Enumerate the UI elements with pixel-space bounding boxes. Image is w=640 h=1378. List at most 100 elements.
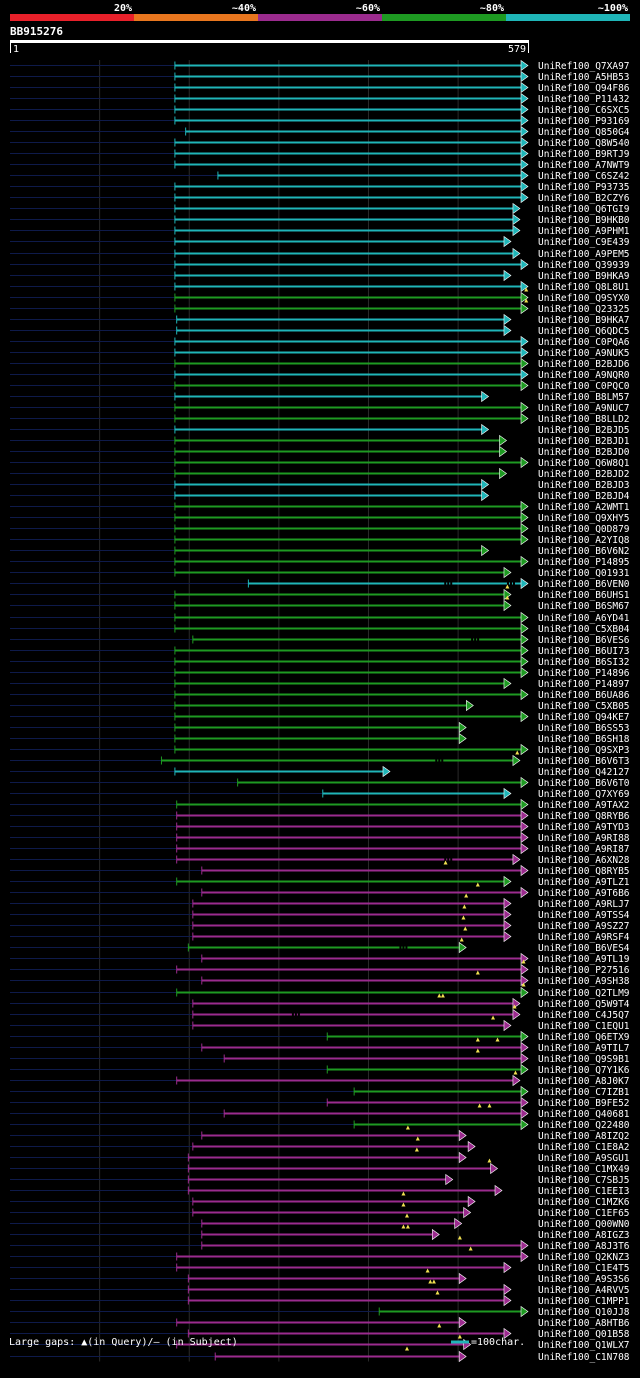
hit-label: UniRef100_Q850G4 xyxy=(538,127,630,138)
hit-label: UniRef100_A9RSF4 xyxy=(538,932,630,943)
alignment-row: UniRef100_A9TIL7 xyxy=(10,1037,630,1054)
hit-arrow xyxy=(520,776,529,789)
query-gap-marker xyxy=(414,1147,419,1152)
hit-arrow xyxy=(520,180,529,193)
legend-label: ~60% xyxy=(356,3,380,14)
alignment-row: UniRef100_C0PQC0 xyxy=(10,379,630,392)
hit-arrow xyxy=(520,577,529,590)
alignment-row: UniRef100_Q9SXP3 xyxy=(10,743,630,756)
hit-label: UniRef100_B6SI32 xyxy=(538,657,630,668)
hit-arrow xyxy=(499,467,508,480)
alignment-row: UniRef100_A9TAX2 xyxy=(10,798,630,811)
alignment-row: UniRef100_Q7Y1K6 xyxy=(10,1063,630,1076)
legend-swatch xyxy=(382,14,506,21)
alignment-row: UniRef100_A9S3S6 xyxy=(10,1268,630,1285)
alignment-row: UniRef100_A9TSS4 xyxy=(10,904,630,921)
hit-label: UniRef100_A6XN28 xyxy=(538,855,630,866)
alignment-row: UniRef100_A9RSF4 xyxy=(10,926,630,943)
hit-arrow xyxy=(512,754,521,767)
hit-label: UniRef100_A9RLJ7 xyxy=(538,899,630,910)
alignment-row: UniRef100_Q0D879 xyxy=(10,522,630,535)
hit-label: UniRef100_Q01931 xyxy=(538,568,630,579)
hit-label: UniRef100_A9NUK5 xyxy=(538,348,630,359)
hit-arrow xyxy=(503,908,512,921)
query-gap-marker xyxy=(405,1125,410,1130)
hit-arrow xyxy=(520,655,529,668)
query-gap-marker xyxy=(415,1136,420,1141)
hit-arrow xyxy=(520,70,529,83)
hit-arrow xyxy=(503,313,512,326)
hit-label: UniRef100_C1MPP1 xyxy=(538,1296,630,1307)
hit-label: UniRef100_P11432 xyxy=(538,94,630,105)
query-gap-marker xyxy=(475,970,480,975)
query-gap-marker xyxy=(401,1224,406,1229)
hit-label: UniRef100_B6SM67 xyxy=(538,601,630,612)
alignment-row: UniRef100_C0PQA6 xyxy=(10,335,630,348)
alignment-row: UniRef100_Q850G4 xyxy=(10,125,630,138)
hit-arrow xyxy=(520,952,529,965)
hit-arrow xyxy=(520,710,529,723)
hit-arrow xyxy=(458,1272,467,1285)
alignment-row: UniRef100_A4RVV5 xyxy=(10,1279,630,1296)
alignment-row: UniRef100_B2CZY6 xyxy=(10,191,630,204)
alignment-row: UniRef100_C1N708 xyxy=(10,1346,630,1363)
alignment-row: UniRef100_B9HKA9 xyxy=(10,269,630,282)
alignment-row: UniRef100_Q42127 xyxy=(10,765,630,778)
query-gap-marker xyxy=(475,1037,480,1042)
hit-label: UniRef100_A2YIQ8 xyxy=(538,535,630,546)
alignment-row: UniRef100_A9RLJ7 xyxy=(10,893,630,910)
hit-label: UniRef100_B6UA86 xyxy=(538,690,630,701)
query-gap-marker xyxy=(468,1246,473,1251)
hit-arrow xyxy=(520,169,529,182)
hit-label: UniRef100_B2BJD4 xyxy=(538,491,630,502)
alignment-row: UniRef100_A9TYD3 xyxy=(10,820,630,833)
hit-arrow xyxy=(520,357,529,370)
query-gap-marker xyxy=(521,959,526,964)
hit-label: UniRef100_A9SGU1 xyxy=(538,1153,630,1164)
hit-arrow xyxy=(503,324,512,337)
alignment-row: UniRef100_A8IZQ2 xyxy=(10,1125,630,1142)
alignment-row: UniRef100_Q7XY69 xyxy=(10,787,630,800)
alignment-row: UniRef100_A9TLZ1 xyxy=(10,875,630,888)
alignment-row: UniRef100_C1MX49 xyxy=(10,1158,630,1175)
hit-arrow xyxy=(520,743,529,756)
hit-label: UniRef100_B6SH18 xyxy=(538,734,630,745)
hit-arrow xyxy=(520,379,529,392)
alignment-row: UniRef100_B6UHS1 xyxy=(10,584,630,601)
legend-swatch xyxy=(258,14,382,21)
hit-label: UniRef100_A6YD41 xyxy=(538,613,630,624)
hit-label: UniRef100_A9RI87 xyxy=(538,844,630,855)
alignment-row: UniRef100_B6SH18 xyxy=(10,732,630,745)
hit-label: UniRef100_B2BJD5 xyxy=(538,425,630,436)
hit-arrow xyxy=(503,897,512,910)
hit-arrow xyxy=(520,136,529,149)
query-gap-marker xyxy=(443,860,448,865)
alignment-row: UniRef100_P14895 xyxy=(10,555,630,568)
hit-label: UniRef100_A8IZQ2 xyxy=(538,1131,630,1142)
query-gap-marker xyxy=(524,298,529,303)
alignment-row: UniRef100_Q8RYB5 xyxy=(10,860,630,877)
hit-label: UniRef100_A8J0K7 xyxy=(538,1076,630,1087)
hit-arrow xyxy=(499,434,508,447)
hit-label: UniRef100_Q8W540 xyxy=(538,138,630,149)
hit-label: UniRef100_Q2KNZ3 xyxy=(538,1252,630,1263)
alignment-row: UniRef100_C1EEI3 xyxy=(10,1184,630,1197)
hit-label: UniRef100_Q6ETX9 xyxy=(538,1032,630,1043)
alignment-row: UniRef100_B6VES4 xyxy=(10,937,630,954)
query-gap-marker xyxy=(491,1015,496,1020)
hit-arrow xyxy=(520,81,529,94)
hit-arrow xyxy=(520,1239,529,1252)
hit-label: UniRef100_C0PQA6 xyxy=(538,337,630,348)
hit-arrow xyxy=(503,787,512,800)
alignment-rows: UniRef100_Q7XA97UniRef100_A5HB53UniRef10… xyxy=(10,59,630,1363)
hit-label: UniRef100_Q6QDC5 xyxy=(538,326,630,337)
alignment-row: UniRef100_B2BJD4 xyxy=(10,489,630,502)
hit-label: UniRef100_A9S3S6 xyxy=(538,1274,630,1285)
hit-label: UniRef100_Q01B58 xyxy=(538,1329,630,1340)
alignment-row: UniRef100_C1E8A2 xyxy=(10,1136,630,1153)
hit-arrow xyxy=(520,511,529,524)
query-gap-marker xyxy=(512,1004,517,1009)
hit-arrow xyxy=(520,1118,529,1131)
query-gap-marker xyxy=(401,1191,406,1196)
alignment-row: UniRef100_Q9XHY5 xyxy=(10,511,630,524)
